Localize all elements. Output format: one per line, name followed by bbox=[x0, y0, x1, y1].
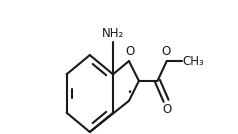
Text: NH₂: NH₂ bbox=[102, 27, 124, 40]
Text: O: O bbox=[162, 103, 171, 116]
Text: O: O bbox=[161, 45, 171, 58]
Text: CH₃: CH₃ bbox=[183, 55, 204, 68]
Text: O: O bbox=[125, 45, 134, 58]
